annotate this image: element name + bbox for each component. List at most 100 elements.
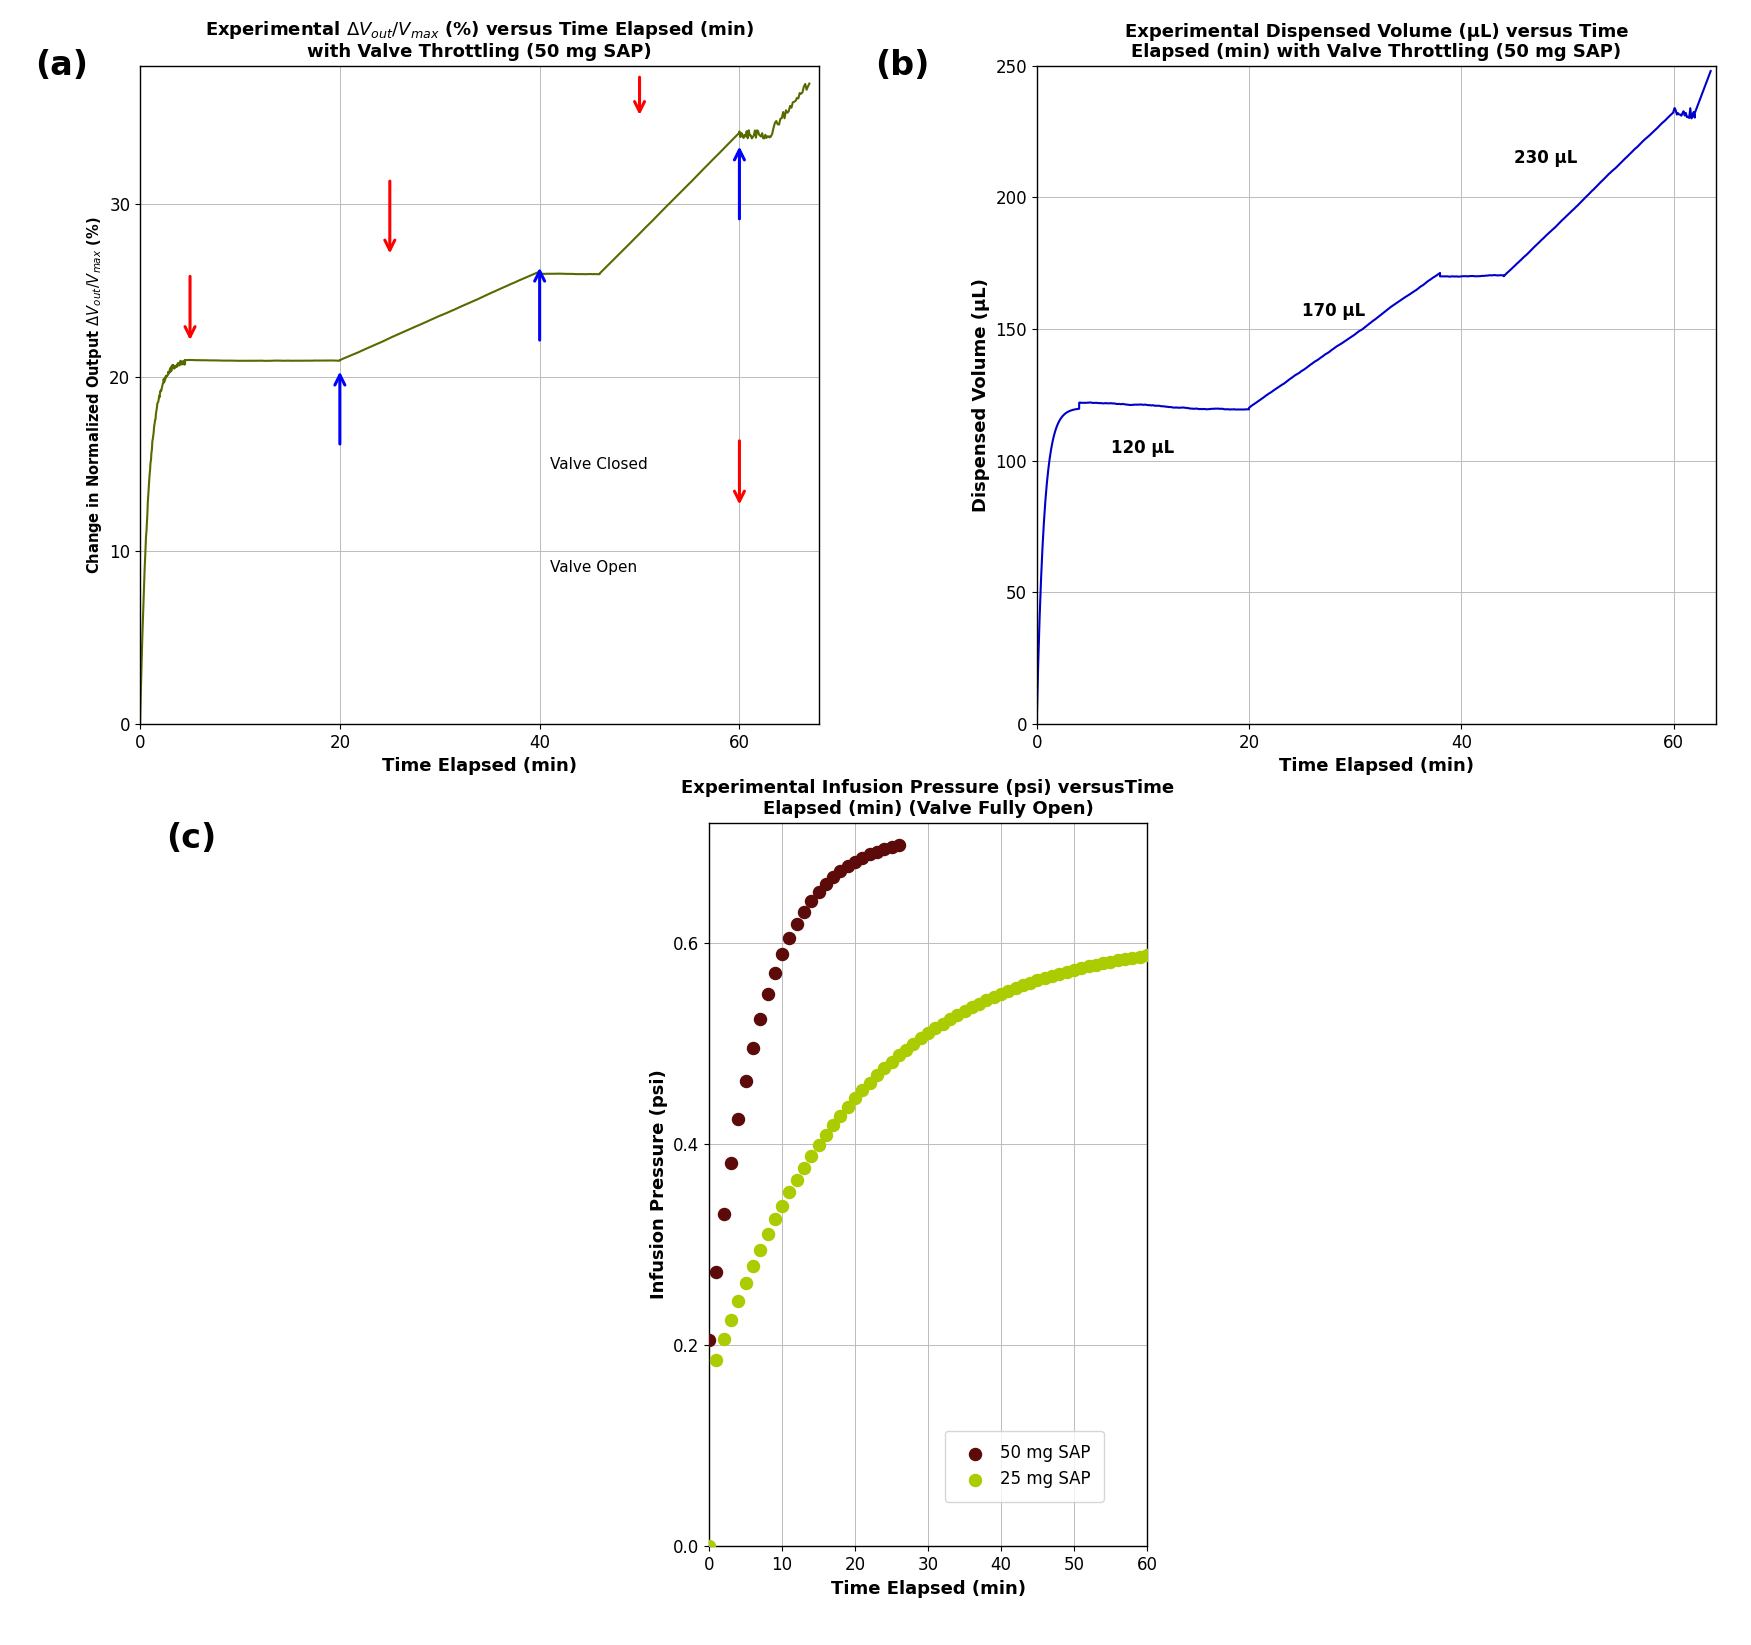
- 50 mg SAP: [776, 924, 804, 951]
- 25 mg SAP: [1110, 946, 1138, 972]
- 25 mg SAP: [1009, 972, 1037, 999]
- 25 mg SAP: [1023, 967, 1051, 994]
- 25 mg SAP: [702, 1347, 730, 1374]
- 25 mg SAP: [1096, 949, 1124, 975]
- 25 mg SAP: [1016, 969, 1044, 995]
- 25 mg SAP: [746, 1237, 774, 1263]
- 50 mg SAP: [884, 832, 912, 859]
- 25 mg SAP: [935, 1007, 963, 1033]
- 25 mg SAP: [783, 1166, 811, 1193]
- 25 mg SAP: [951, 999, 979, 1025]
- X-axis label: Time Elapsed (min): Time Elapsed (min): [830, 1579, 1026, 1597]
- 50 mg SAP: [840, 849, 868, 875]
- 25 mg SAP: [732, 1270, 760, 1296]
- 25 mg SAP: [921, 1015, 949, 1041]
- 25 mg SAP: [847, 1077, 876, 1104]
- 25 mg SAP: [1066, 956, 1096, 982]
- Text: 120 μL: 120 μL: [1110, 439, 1175, 457]
- 50 mg SAP: [783, 911, 811, 938]
- 50 mg SAP: [769, 941, 797, 967]
- 25 mg SAP: [995, 977, 1023, 1003]
- 25 mg SAP: [944, 1002, 972, 1028]
- 25 mg SAP: [856, 1069, 884, 1096]
- 25 mg SAP: [725, 1288, 753, 1314]
- 50 mg SAP: [856, 841, 884, 867]
- 25 mg SAP: [914, 1020, 942, 1046]
- 25 mg SAP: [695, 1533, 723, 1559]
- 25 mg SAP: [790, 1155, 818, 1181]
- Legend: 50 mg SAP, 25 mg SAP: 50 mg SAP, 25 mg SAP: [944, 1431, 1103, 1502]
- Text: (a): (a): [35, 49, 88, 82]
- 50 mg SAP: [709, 1201, 737, 1227]
- Title: Experimental $\Delta V_{out}/V_{max}$ (%) versus Time Elapsed (min)
with Valve T: Experimental $\Delta V_{out}/V_{max}$ (%…: [205, 18, 755, 61]
- 25 mg SAP: [826, 1102, 854, 1128]
- 25 mg SAP: [760, 1206, 788, 1232]
- 25 mg SAP: [739, 1252, 767, 1278]
- 50 mg SAP: [718, 1150, 746, 1176]
- 25 mg SAP: [1031, 966, 1059, 992]
- 50 mg SAP: [746, 1007, 774, 1033]
- 25 mg SAP: [979, 984, 1007, 1010]
- 25 mg SAP: [988, 980, 1016, 1007]
- 25 mg SAP: [753, 1221, 781, 1247]
- 25 mg SAP: [718, 1306, 746, 1332]
- Text: Valve Open: Valve Open: [550, 561, 637, 576]
- 50 mg SAP: [833, 854, 861, 880]
- 25 mg SAP: [797, 1143, 825, 1170]
- 50 mg SAP: [804, 878, 833, 905]
- 25 mg SAP: [1045, 961, 1073, 987]
- 25 mg SAP: [1052, 959, 1080, 985]
- 50 mg SAP: [847, 844, 876, 870]
- 50 mg SAP: [790, 898, 818, 924]
- 25 mg SAP: [870, 1054, 898, 1081]
- Y-axis label: Change in Normalized Output $\Delta V_{out}/V_{max}$ (%): Change in Normalized Output $\Delta V_{o…: [84, 215, 103, 574]
- Text: 230 μL: 230 μL: [1515, 150, 1578, 168]
- 25 mg SAP: [884, 1043, 912, 1069]
- Y-axis label: Infusion Pressure (psi): Infusion Pressure (psi): [650, 1069, 667, 1300]
- 25 mg SAP: [840, 1086, 868, 1112]
- 25 mg SAP: [1119, 944, 1147, 971]
- 25 mg SAP: [958, 994, 986, 1020]
- 25 mg SAP: [776, 1179, 804, 1206]
- 50 mg SAP: [725, 1105, 753, 1132]
- 50 mg SAP: [826, 859, 854, 885]
- X-axis label: Time Elapsed (min): Time Elapsed (min): [1278, 757, 1474, 775]
- 25 mg SAP: [769, 1193, 797, 1219]
- 50 mg SAP: [877, 834, 905, 860]
- 50 mg SAP: [702, 1258, 730, 1285]
- X-axis label: Time Elapsed (min): Time Elapsed (min): [382, 757, 578, 775]
- Y-axis label: Dispensed Volume (μL): Dispensed Volume (μL): [972, 278, 989, 512]
- 25 mg SAP: [833, 1094, 861, 1120]
- 25 mg SAP: [928, 1010, 956, 1036]
- 25 mg SAP: [972, 987, 1000, 1013]
- 25 mg SAP: [812, 1122, 840, 1148]
- 25 mg SAP: [819, 1112, 847, 1138]
- 25 mg SAP: [900, 1031, 928, 1058]
- 50 mg SAP: [812, 870, 840, 897]
- 50 mg SAP: [819, 864, 847, 890]
- Text: (b): (b): [876, 49, 930, 82]
- 50 mg SAP: [695, 1326, 723, 1352]
- 25 mg SAP: [1082, 952, 1110, 979]
- 25 mg SAP: [907, 1025, 935, 1051]
- 50 mg SAP: [863, 839, 891, 865]
- 25 mg SAP: [965, 990, 993, 1017]
- 25 mg SAP: [804, 1132, 833, 1158]
- 25 mg SAP: [877, 1048, 905, 1074]
- 25 mg SAP: [1075, 954, 1103, 980]
- 25 mg SAP: [891, 1036, 921, 1063]
- 25 mg SAP: [1103, 948, 1131, 974]
- 50 mg SAP: [732, 1068, 760, 1094]
- 25 mg SAP: [709, 1326, 737, 1352]
- 25 mg SAP: [1089, 951, 1117, 977]
- 25 mg SAP: [1133, 943, 1161, 969]
- 25 mg SAP: [1038, 962, 1066, 989]
- 50 mg SAP: [760, 959, 788, 985]
- Text: Valve Closed: Valve Closed: [550, 457, 648, 472]
- 25 mg SAP: [1002, 975, 1030, 1002]
- Title: Experimental Dispensed Volume (μL) versus Time
Elapsed (min) with Valve Throttli: Experimental Dispensed Volume (μL) versu…: [1124, 23, 1628, 61]
- 50 mg SAP: [739, 1035, 767, 1061]
- 50 mg SAP: [870, 836, 898, 862]
- Title: Experimental Infusion Pressure (psi) versusTime
Elapsed (min) (Valve Fully Open): Experimental Infusion Pressure (psi) ver…: [681, 780, 1175, 818]
- 25 mg SAP: [863, 1063, 891, 1089]
